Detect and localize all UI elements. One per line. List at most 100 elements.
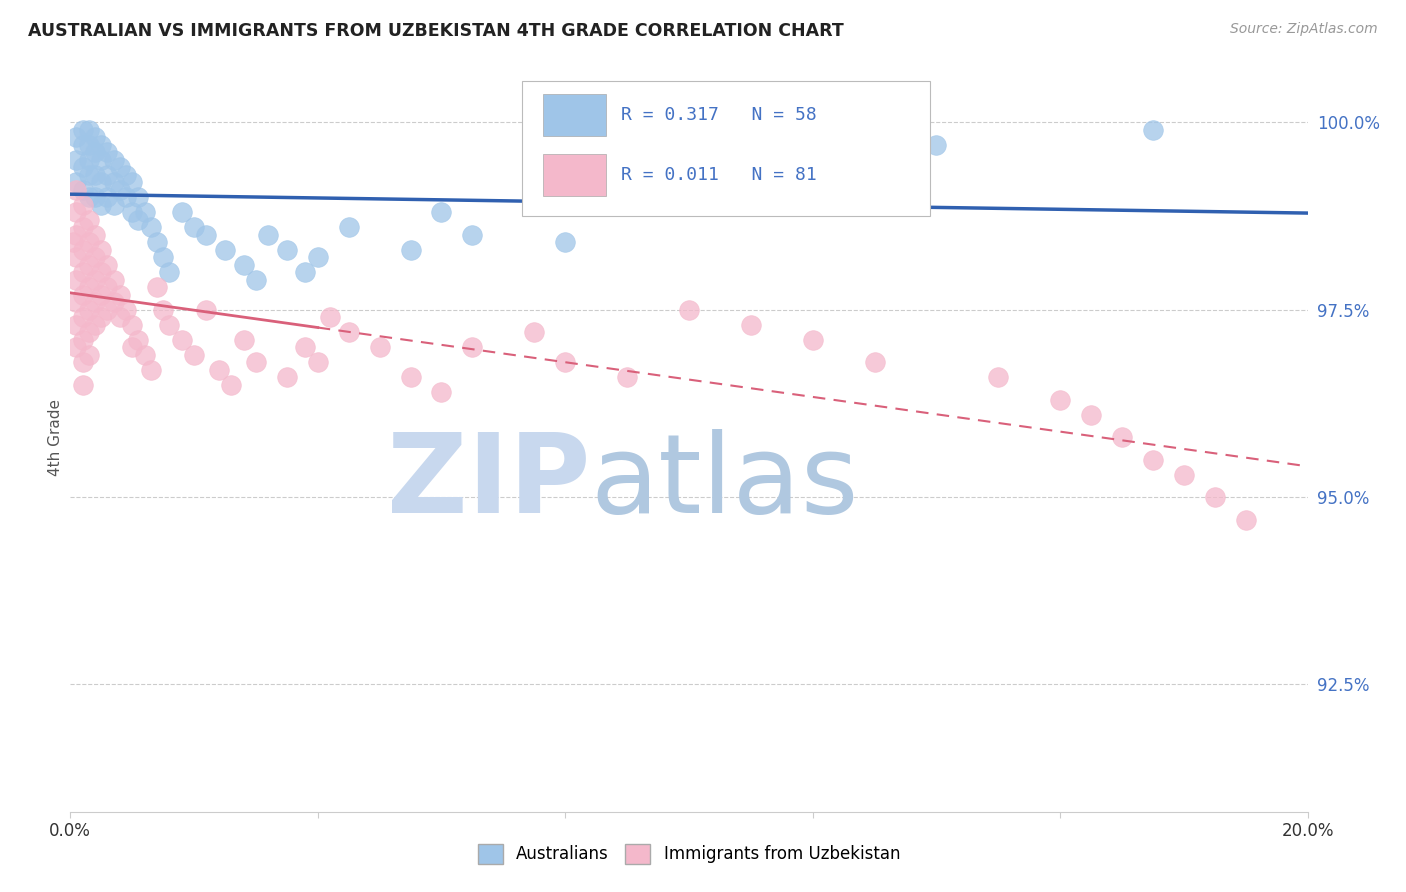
Point: [368, 340, 391, 354]
Point: [96, 280, 118, 294]
Point: [337, 325, 360, 339]
Point: [214, 243, 236, 257]
Point: [1049, 392, 1071, 407]
Point: [90, 287, 112, 301]
Point: [90, 310, 112, 325]
Point: [84, 168, 107, 182]
Point: [307, 250, 329, 264]
Point: [90, 137, 112, 152]
Point: [554, 355, 576, 369]
Point: [72, 355, 94, 369]
Point: [77, 123, 100, 137]
Point: [90, 265, 112, 279]
Point: [96, 302, 118, 317]
Point: [90, 153, 112, 167]
Point: [276, 370, 298, 384]
Point: [1142, 123, 1164, 137]
Point: [77, 235, 100, 250]
Point: [399, 243, 422, 257]
Point: [72, 183, 94, 197]
Point: [103, 273, 125, 287]
Text: Source: ZipAtlas.com: Source: ZipAtlas.com: [1230, 22, 1378, 37]
Point: [127, 333, 149, 347]
Point: [1173, 467, 1195, 482]
Point: [115, 190, 138, 204]
Point: [84, 130, 107, 145]
Point: [925, 137, 948, 152]
Point: [84, 227, 107, 242]
Point: [232, 333, 254, 347]
Point: [146, 280, 169, 294]
Point: [523, 325, 546, 339]
Point: [77, 212, 100, 227]
Point: [65, 250, 87, 264]
Point: [84, 250, 107, 264]
Point: [245, 273, 267, 287]
Text: ZIP: ZIP: [387, 428, 591, 535]
Point: [1234, 512, 1257, 526]
Point: [170, 333, 193, 347]
Point: [72, 243, 94, 257]
Point: [170, 205, 193, 219]
Point: [554, 235, 576, 250]
Point: [65, 175, 87, 189]
Point: [399, 370, 422, 384]
Point: [84, 318, 107, 332]
Point: [195, 227, 218, 242]
Point: [1111, 430, 1133, 444]
Point: [65, 227, 87, 242]
Point: [139, 220, 162, 235]
Point: [121, 175, 143, 189]
Point: [72, 161, 94, 175]
Point: [121, 318, 143, 332]
Point: [77, 280, 100, 294]
Point: [863, 355, 886, 369]
Point: [65, 295, 87, 310]
FancyBboxPatch shape: [543, 94, 606, 136]
Point: [84, 295, 107, 310]
Point: [72, 198, 94, 212]
Point: [90, 175, 112, 189]
Point: [647, 190, 669, 204]
Point: [72, 310, 94, 325]
Point: [319, 310, 342, 325]
Point: [430, 205, 453, 219]
Point: [127, 212, 149, 227]
Point: [103, 153, 125, 167]
Legend: Australians, Immigrants from Uzbekistan: Australians, Immigrants from Uzbekistan: [471, 838, 907, 871]
Point: [183, 220, 205, 235]
Point: [77, 153, 100, 167]
FancyBboxPatch shape: [543, 153, 606, 196]
Point: [134, 348, 156, 362]
Point: [77, 348, 100, 362]
Point: [103, 295, 125, 310]
Point: [108, 183, 131, 197]
Y-axis label: 4th Grade: 4th Grade: [48, 399, 63, 475]
Point: [77, 258, 100, 272]
Point: [219, 377, 242, 392]
Point: [770, 168, 793, 182]
Point: [96, 258, 118, 272]
Point: [77, 302, 100, 317]
Point: [65, 205, 87, 219]
Point: [77, 137, 100, 152]
Text: atlas: atlas: [591, 428, 859, 535]
Text: R = 0.011   N = 81: R = 0.011 N = 81: [621, 166, 817, 184]
Point: [139, 362, 162, 376]
Point: [72, 333, 94, 347]
Point: [678, 302, 700, 317]
Point: [108, 310, 131, 325]
Point: [157, 318, 180, 332]
Point: [108, 161, 131, 175]
Point: [430, 385, 453, 400]
Point: [183, 348, 205, 362]
Point: [208, 362, 231, 376]
Point: [65, 130, 87, 145]
Point: [1142, 452, 1164, 467]
Point: [294, 265, 316, 279]
Text: R = 0.317   N = 58: R = 0.317 N = 58: [621, 106, 817, 124]
Point: [65, 183, 87, 197]
Point: [65, 340, 87, 354]
Point: [90, 198, 112, 212]
Point: [307, 355, 329, 369]
